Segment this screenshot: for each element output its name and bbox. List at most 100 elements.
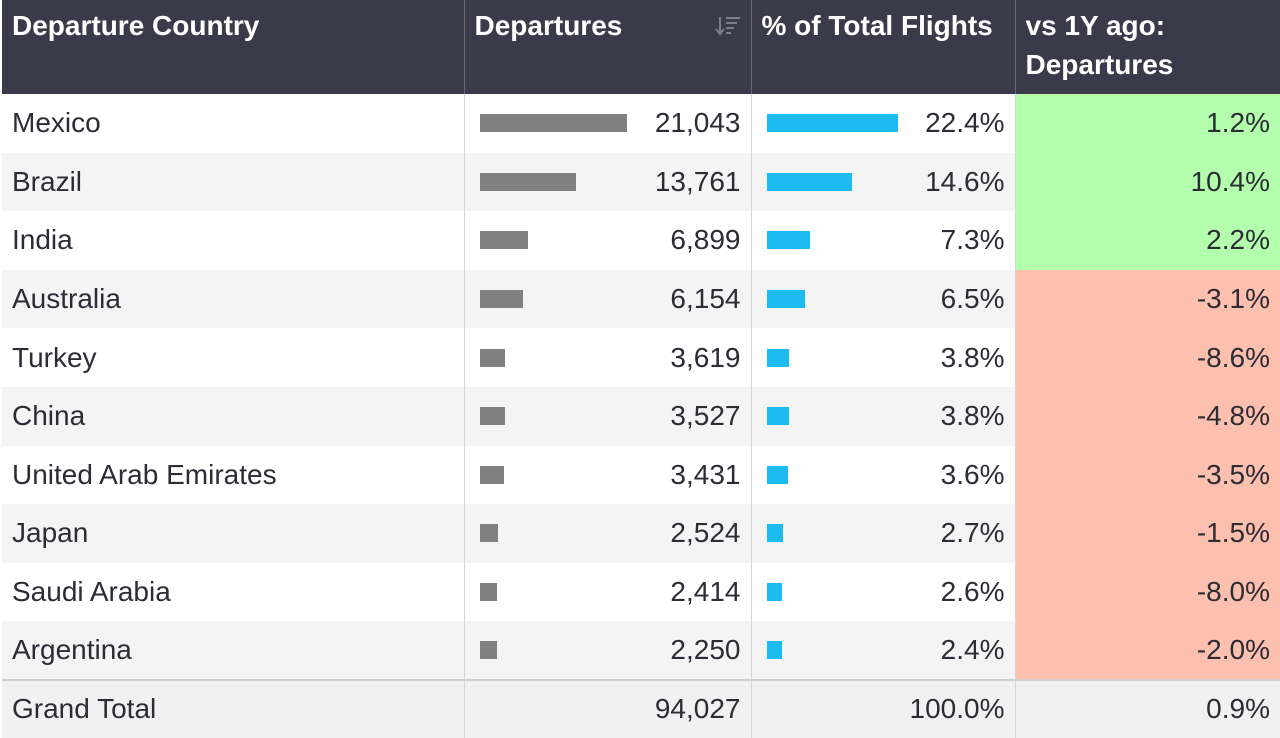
departures-value: 21,043 <box>654 107 741 139</box>
pct-value: 3.6% <box>940 458 1005 490</box>
vs-1y-cell: -3.5% <box>1015 445 1280 505</box>
departures-cell: 21,043 <box>464 94 752 153</box>
header-vs-1y-ago[interactable]: vs 1Y ago: Departures <box>1015 0 1280 94</box>
departures-bar-track <box>479 641 630 660</box>
grand-total-row: Grand Total 94,027 100.0% 0.9% <box>2 678 1280 738</box>
departures-bar-track <box>479 524 630 543</box>
pct-cell: 6.5% <box>751 269 1016 329</box>
header-pct-total-flights[interactable]: % of Total Flights <box>751 0 1016 94</box>
departures-bar-track <box>479 583 630 602</box>
pct-bar-track <box>766 290 917 309</box>
pct-bar <box>766 641 782 660</box>
departures-value: 2,524 <box>670 517 741 549</box>
table-row[interactable]: Saudi Arabia 2,414 2.6% -8.0% <box>2 562 1280 622</box>
country-cell: Australia <box>2 269 465 329</box>
vs-1y-cell: -3.1% <box>1015 269 1280 329</box>
pct-bar <box>766 407 789 426</box>
vs-1y-cell: -1.5% <box>1015 504 1280 563</box>
departures-value: 3,527 <box>670 400 741 432</box>
pct-cell: 22.4% <box>751 94 1016 153</box>
header-label: Departures <box>474 10 623 41</box>
country-cell: Turkey <box>2 328 465 387</box>
header-label: vs 1Y ago: Departures <box>1025 10 1174 80</box>
pct-bar <box>766 524 783 543</box>
table-row[interactable]: China 3,527 3.8% -4.8% <box>2 386 1280 446</box>
vs-1y-cell: 1.2% <box>1015 94 1280 153</box>
pct-value: 3.8% <box>940 400 1005 432</box>
vs-1y-cell: 10.4% <box>1015 152 1280 212</box>
departures-cell: 2,250 <box>464 621 752 680</box>
vs-1y-cell: 2.2% <box>1015 211 1280 270</box>
departures-cell: 3,431 <box>464 445 752 505</box>
pct-bar-track <box>766 583 917 602</box>
country-cell: China <box>2 386 465 446</box>
departures-value: 13,761 <box>654 165 741 197</box>
pct-bar <box>766 114 898 133</box>
pct-value: 3.8% <box>940 341 1005 373</box>
departures-value: 2,250 <box>670 634 741 666</box>
pct-cell: 3.8% <box>751 328 1016 387</box>
country-cell: Argentina <box>2 621 465 680</box>
pct-value: 2.6% <box>940 576 1005 608</box>
departures-cell: 6,899 <box>464 211 752 270</box>
departures-bar-track <box>479 114 630 133</box>
pct-bar <box>766 465 788 484</box>
departures-value: 2,414 <box>670 576 741 608</box>
vs-1y-cell: -2.0% <box>1015 621 1280 680</box>
departures-bar <box>479 348 505 367</box>
pct-cell: 2.7% <box>751 504 1016 563</box>
country-cell: India <box>2 211 465 270</box>
departures-bar <box>479 641 497 660</box>
pct-bar-track <box>766 172 917 191</box>
pct-cell: 2.4% <box>751 621 1016 680</box>
departures-bar-track <box>479 465 630 484</box>
departures-value: 3,431 <box>670 458 741 490</box>
pct-bar <box>766 583 782 602</box>
pct-value: 7.3% <box>940 224 1005 256</box>
table-row[interactable]: Turkey 3,619 3.8% -8.6% <box>2 328 1280 387</box>
table-body: Mexico 21,043 22.4% 1.2% Brazil 13,761 14.6% 10… <box>2 94 1280 680</box>
vs-1y-cell: -8.0% <box>1015 562 1280 622</box>
table-row[interactable]: Mexico 21,043 22.4% 1.2% <box>2 94 1280 153</box>
pct-bar-track <box>766 465 917 484</box>
pct-bar-track <box>766 114 917 133</box>
pct-value: 22.4% <box>925 107 1005 139</box>
departures-value: 6,154 <box>670 283 741 315</box>
departures-bar-track <box>479 407 630 426</box>
table-row[interactable]: Argentina 2,250 2.4% -2.0% <box>2 621 1280 680</box>
departures-cell: 3,619 <box>464 328 752 387</box>
departures-value: 6,899 <box>670 224 741 256</box>
country-cell: Brazil <box>2 152 465 212</box>
country-cell: Japan <box>2 504 465 563</box>
pct-cell: 14.6% <box>751 152 1016 212</box>
table-row[interactable]: Japan 2,524 2.7% -1.5% <box>2 504 1280 563</box>
grand-total-departures: 94,027 <box>464 678 752 738</box>
departures-bar-track <box>479 290 630 309</box>
pct-bar <box>766 231 810 250</box>
pct-bar <box>766 172 852 191</box>
table-row[interactable]: Australia 6,154 6.5% -3.1% <box>2 269 1280 329</box>
pct-cell: 7.3% <box>751 211 1016 270</box>
pct-bar-track <box>766 641 917 660</box>
table-row[interactable]: India 6,899 7.3% 2.2% <box>2 211 1280 270</box>
pct-bar-track <box>766 231 917 250</box>
table-row[interactable]: Brazil 13,761 14.6% 10.4% <box>2 152 1280 212</box>
table-row[interactable]: United Arab Emirates 3,431 3.6% -3.5% <box>2 445 1280 505</box>
grand-total-vs: 0.9% <box>1015 678 1280 738</box>
grand-total-pct: 100.0% <box>751 678 1016 738</box>
departures-bar <box>479 583 497 602</box>
sort-descending-icon[interactable] <box>714 8 741 36</box>
pct-bar-track <box>766 348 917 367</box>
pct-value: 2.7% <box>940 517 1005 549</box>
departures-bar-track <box>479 172 630 191</box>
departures-bar <box>479 407 505 426</box>
departures-bar <box>479 524 498 543</box>
departures-cell: 2,524 <box>464 504 752 563</box>
header-departures[interactable]: Departures <box>464 0 752 94</box>
vs-1y-cell: -4.8% <box>1015 386 1280 446</box>
pct-bar <box>766 290 805 309</box>
pct-value: 2.4% <box>940 634 1005 666</box>
departures-bar <box>479 231 528 250</box>
header-departure-country[interactable]: Departure Country <box>2 0 465 94</box>
departures-cell: 2,414 <box>464 562 752 622</box>
